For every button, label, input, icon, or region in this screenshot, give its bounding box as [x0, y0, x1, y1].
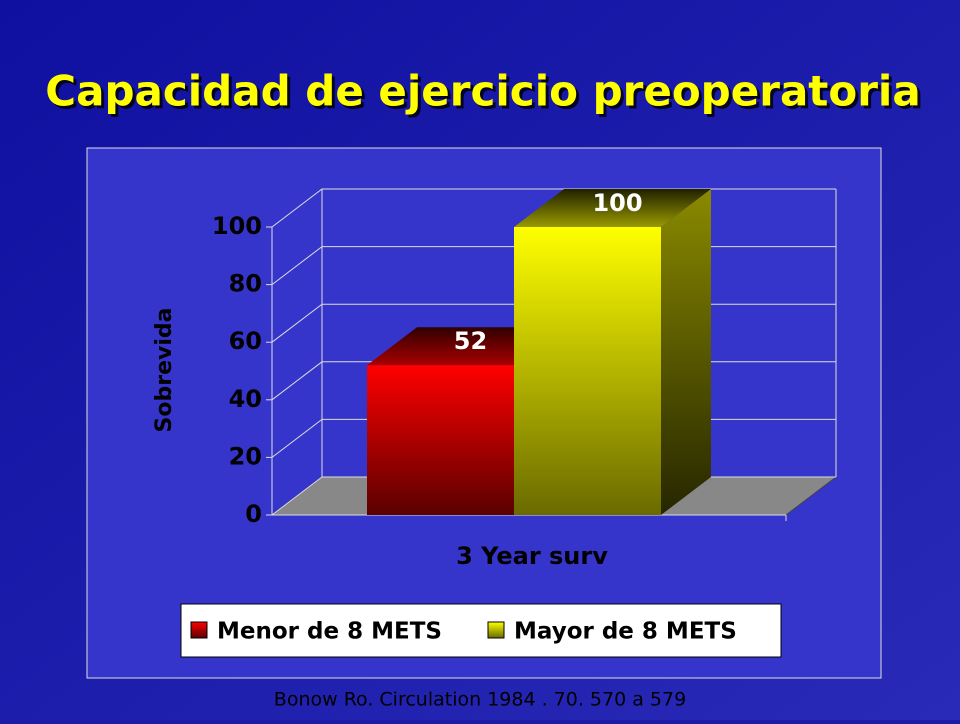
- y-tick-label: 40: [229, 385, 262, 413]
- bar: [367, 365, 514, 515]
- value-label: 100: [592, 189, 642, 217]
- value-label: 52: [454, 327, 487, 355]
- bar-top: [514, 189, 711, 227]
- y-tick-label: 100: [212, 212, 262, 240]
- bar-side: [661, 189, 711, 515]
- legend-label: Mayor de 8 METS: [514, 619, 737, 645]
- x-axis-label: 3 Year surv: [456, 542, 608, 570]
- y-tick-label: 60: [229, 327, 262, 355]
- legend-label: Menor de 8 METS: [217, 619, 442, 645]
- y-tick-label: 80: [229, 270, 262, 298]
- y-tick-label: 20: [229, 442, 262, 470]
- legend-swatch: [487, 621, 505, 639]
- bar: [514, 227, 661, 515]
- legend: [180, 603, 782, 658]
- chart-title: Capacidad de ejercicio preoperatoria: [45, 67, 920, 116]
- y-axis-label: Sobrevida: [152, 308, 177, 433]
- title-shadow: Capacidad de ejercicio preoperatoria: [48, 70, 923, 119]
- y-tick-label: 0: [245, 500, 262, 528]
- legend-swatch: [190, 621, 208, 639]
- source: Bonow Ro. Circulation 1984 . 70. 570 a 5…: [274, 689, 686, 711]
